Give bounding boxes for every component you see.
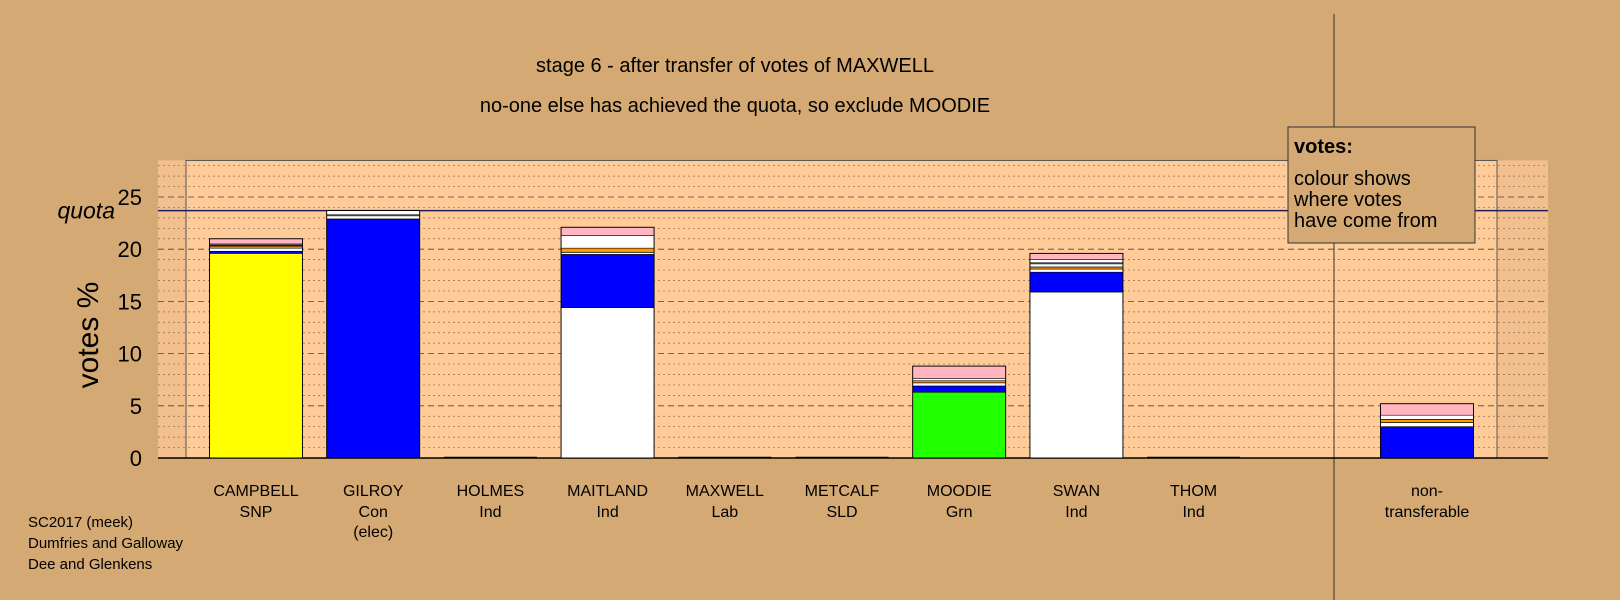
bar-segment-ld bbox=[209, 245, 303, 249]
y-tick-label: 10 bbox=[118, 342, 142, 367]
candidate-party-label: Con bbox=[359, 504, 388, 521]
quota-label: quota bbox=[57, 198, 115, 224]
candidate-name-label: HOLMES bbox=[457, 483, 525, 500]
y-axis-label: votes % bbox=[72, 282, 105, 389]
legend-line: where votes bbox=[1293, 189, 1402, 211]
plot-panel-right-shade bbox=[1497, 160, 1548, 458]
candidate-swan-bar bbox=[1029, 252, 1124, 459]
candidate-maitland-bar bbox=[560, 226, 655, 459]
bar-segment-ind bbox=[1029, 268, 1124, 273]
candidate-party-label: Ind bbox=[596, 504, 618, 521]
footer-line-2: Dumfries and Galloway bbox=[28, 535, 184, 552]
y-tick-label: 5 bbox=[130, 394, 142, 419]
plot-panel-left-shade bbox=[158, 160, 186, 458]
candidate-moodie-bar bbox=[912, 365, 1007, 459]
chart-title: stage 6 - after transfer of votes of MAX… bbox=[536, 55, 934, 77]
candidate-party-label: Grn bbox=[946, 504, 973, 521]
bar-segment-ld bbox=[912, 380, 1007, 384]
candidate-party-label: Ind bbox=[1182, 504, 1204, 521]
candidate-name-label: CAMPBELL bbox=[213, 483, 298, 500]
bar-segment-con bbox=[560, 254, 655, 308]
bar-outline bbox=[326, 210, 421, 459]
candidate-party-label: Ind bbox=[479, 504, 501, 521]
y-tick-label: 0 bbox=[130, 446, 142, 471]
bar-segment-ind bbox=[1380, 422, 1474, 427]
footer-line-1: SC2017 (meek) bbox=[28, 514, 133, 531]
legend-line: have come from bbox=[1294, 210, 1437, 232]
bar-outline bbox=[209, 238, 303, 459]
bar-segment-ld bbox=[560, 247, 655, 253]
nontransferable-bar bbox=[1380, 403, 1474, 459]
candidate-name-label: MOODIE bbox=[927, 483, 992, 500]
nontransferable-label-line2: transferable bbox=[1385, 504, 1470, 521]
bar-segment-ind bbox=[1029, 263, 1124, 268]
candidate-campbell-bar bbox=[209, 238, 303, 459]
bar-segment-ind bbox=[209, 247, 303, 252]
legend-line: colour shows bbox=[1294, 168, 1411, 190]
candidate-name-label: THOM bbox=[1170, 483, 1217, 500]
bar-segment-ind bbox=[326, 215, 421, 220]
bar-segment-other bbox=[209, 238, 303, 245]
candidate-party-label: SNP bbox=[240, 504, 273, 521]
bar-segment-other bbox=[912, 365, 1007, 379]
candidate-party-label: Lab bbox=[711, 504, 738, 521]
candidate-name-label: METCALF bbox=[805, 483, 880, 500]
bar-segment-grn bbox=[912, 391, 1007, 459]
y-tick-label: 15 bbox=[118, 289, 142, 314]
bar-segment-ind bbox=[1380, 414, 1474, 420]
candidate-name-label: MAITLAND bbox=[567, 483, 648, 500]
candidate-party-label: SLD bbox=[826, 504, 857, 521]
candidate-note-label: (elec) bbox=[353, 524, 393, 541]
bar-segment-ld bbox=[1380, 419, 1474, 423]
bar-segment-other bbox=[1380, 403, 1474, 416]
bar-outline bbox=[912, 365, 1007, 459]
bar-segment-con bbox=[1380, 426, 1474, 459]
bar-segment-con bbox=[912, 385, 1007, 393]
bar-segment-con bbox=[326, 218, 421, 459]
bar-segment-ind bbox=[912, 382, 1007, 387]
candidate-gilroy-bar bbox=[326, 210, 421, 459]
bar-outline bbox=[1029, 252, 1124, 459]
bar-segment-other bbox=[560, 226, 655, 236]
bar-segment-con bbox=[209, 250, 303, 254]
chart-subtitle: no-one else has achieved the quota, so e… bbox=[480, 95, 990, 117]
bar-segment-ind bbox=[912, 378, 1007, 382]
bar-segment-ind bbox=[560, 252, 655, 255]
bar-segment-ind bbox=[326, 210, 421, 216]
bar-outline bbox=[560, 226, 655, 459]
bar-segment-ind bbox=[560, 307, 655, 459]
bar-outline bbox=[1380, 403, 1474, 459]
bar-segment-snp bbox=[209, 253, 303, 459]
bar-segment-ld bbox=[1029, 266, 1124, 270]
nontransferable-label-line1: non- bbox=[1411, 483, 1443, 500]
y-tick-label: 25 bbox=[118, 185, 142, 210]
candidate-party-label: Ind bbox=[1065, 504, 1087, 521]
candidate-name-label: GILROY bbox=[343, 483, 404, 500]
footer-line-3: Dee and Glenkens bbox=[28, 556, 152, 573]
y-tick-label: 20 bbox=[118, 237, 142, 262]
candidate-name-label: MAXWELL bbox=[686, 483, 764, 500]
bar-segment-other bbox=[1029, 253, 1124, 260]
legend-box bbox=[1287, 126, 1476, 244]
bar-segment-con bbox=[1029, 271, 1124, 293]
bar-segment-ind bbox=[560, 235, 655, 249]
bar-segment-ind bbox=[1029, 291, 1124, 459]
candidate-name-label: SWAN bbox=[1053, 483, 1100, 500]
legend-title: votes: bbox=[1294, 136, 1353, 158]
bar-segment-ind bbox=[1029, 259, 1124, 264]
